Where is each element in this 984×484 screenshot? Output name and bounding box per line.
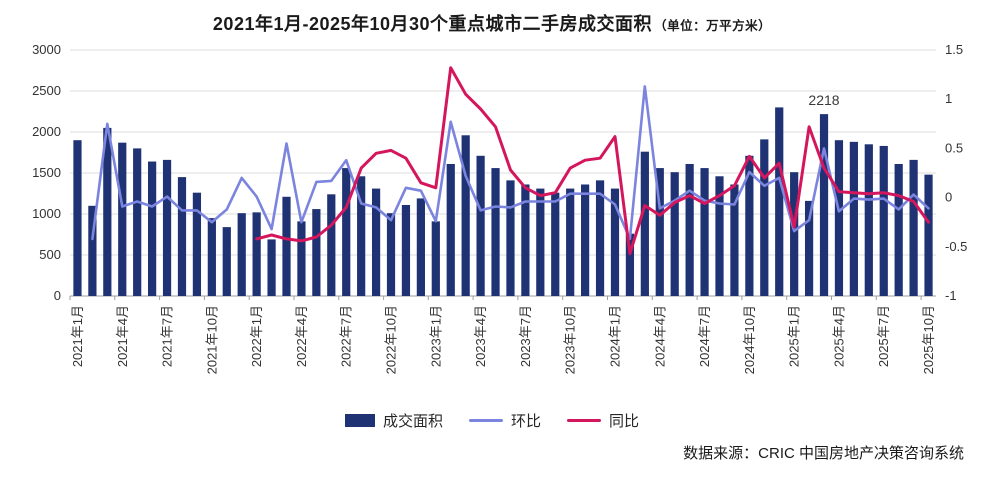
svg-text:2025年1月: 2025年1月 [787,305,802,367]
svg-text:-0.5: -0.5 [945,239,967,254]
left-axis-labels: 0 500 1000 1500 2000 2500 3000 [32,42,61,303]
chart-legend: 成交面积 环比 同比 [0,408,984,432]
svg-text:0: 0 [54,288,61,303]
svg-text:1500: 1500 [32,165,61,180]
combo-chart: 0 500 1000 1500 2000 2500 3000 -1 -0.5 0 0.5 1 1.5 20… [32,42,967,374]
svg-text:2023年7月: 2023年7月 [518,305,533,367]
svg-text:2022年4月: 2022年4月 [294,305,309,367]
data-source-note: 数据来源：CRIC 中国房地产决策咨询系统 [683,445,964,462]
svg-text:2024年10月: 2024年10月 [742,305,757,374]
bars-series [73,107,933,297]
legend-label-yoy: 同比 [609,412,640,430]
svg-text:2025年10月: 2025年10月 [921,305,936,374]
svg-text:2022年10月: 2022年10月 [384,305,399,374]
legend-label-bar: 成交面积 [382,412,443,430]
svg-text:0.5: 0.5 [945,140,963,155]
chart-title-text: 2021年1月-2025年10月30个重点城市二手房成交面积 [212,14,653,34]
svg-text:1: 1 [945,91,952,106]
svg-text:2000: 2000 [32,124,61,139]
x-axis-labels: 2021年1月 2021年4月 2021年7月 2021年10月 2022年1月 2022… [70,305,936,374]
chart-area: 0 500 1000 1500 2000 2500 3000 -1 -0.5 0 0.5 1 1.5 20… [0,36,984,408]
svg-text:2021年4月: 2021年4月 [115,305,130,367]
svg-text:2023年1月: 2023年1月 [428,305,443,367]
legend-item-mom: 环比 [468,410,541,431]
mom-line-swatch-icon [468,418,503,422]
svg-text:2500: 2500 [32,83,61,98]
svg-text:2021年7月: 2021年7月 [160,305,175,367]
svg-text:2024年4月: 2024年4月 [652,305,667,367]
svg-text:2025年7月: 2025年7月 [876,305,891,367]
legend-item-yoy: 同比 [567,410,639,431]
right-axis-labels: -1 -0.5 0 0.5 1 1.5 [945,42,967,303]
svg-text:2024年1月: 2024年1月 [607,305,622,367]
svg-text:0: 0 [945,190,952,205]
bar-swatch-icon [344,413,375,427]
x-axis-ticks [69,296,922,300]
mom-line [91,85,930,241]
svg-text:-1: -1 [945,288,957,303]
svg-text:2022年1月: 2022年1月 [249,305,264,367]
chart-title-unit: （单位：万平方米） [654,19,772,33]
legend-item-bar: 成交面积 [344,410,443,431]
yoy-line-swatch-icon [567,418,601,422]
peak-annotation: 2218 [808,92,839,108]
svg-text:3000: 3000 [32,42,61,57]
legend-label-mom: 环比 [510,412,541,430]
svg-text:2023年4月: 2023年4月 [473,305,488,367]
svg-text:2021年1月: 2021年1月 [70,305,85,367]
svg-text:1.5: 1.5 [945,42,963,57]
chart-title: 2021年1月-2025年10月30个重点城市二手房成交面积 （单位：万平方米） [0,0,984,36]
svg-text:1000: 1000 [32,206,61,221]
svg-text:2025年4月: 2025年4月 [831,305,846,367]
svg-text:2022年7月: 2022年7月 [339,305,354,367]
svg-text:2021年10月: 2021年10月 [204,305,219,374]
svg-text:2023年10月: 2023年10月 [563,305,578,374]
svg-text:500: 500 [39,247,61,262]
svg-text:2024年7月: 2024年7月 [697,305,712,367]
yoy-line [255,66,930,256]
